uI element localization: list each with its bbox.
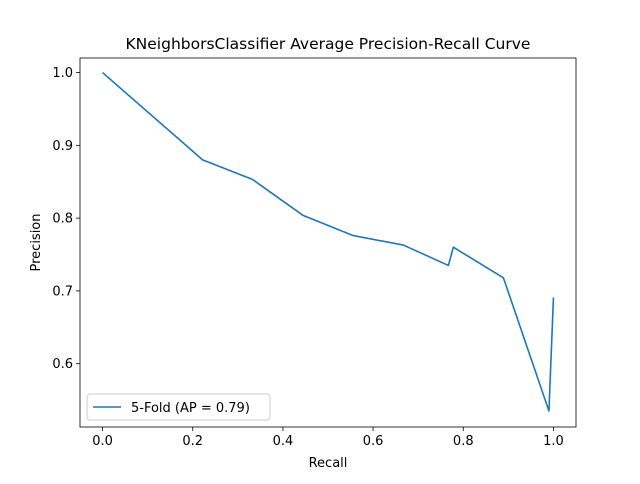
series-line [102,71,555,412]
series-layer [102,71,555,412]
x-tick-label: 0.0 [92,434,113,449]
y-tick-label: 0.6 [52,357,73,372]
y-tick-label: 0.9 [52,139,73,154]
legend-label: 5-Fold (AP = 0.79) [131,401,250,416]
x-tick-label: 0.2 [182,434,203,449]
chart-title: KNeighborsClassifier Average Precision-R… [126,35,531,53]
x-axis-label: Recall [309,456,348,471]
y-tick-label: 0.8 [52,212,73,227]
y-tick-label: 0.7 [52,284,73,299]
legend-box [86,393,271,421]
x-tick-label: 0.6 [363,434,384,449]
plot-frame [79,57,577,428]
x-axis-ticks: 0.0 0.2 0.4 0.6 0.8 1.0 [92,427,564,449]
x-tick-label: 0.4 [273,434,294,449]
x-tick-label: 1.0 [543,434,564,449]
y-tick-label: 1.0 [52,66,73,81]
legend: 5-Fold (AP = 0.79) [86,393,271,421]
y-axis-ticks: 0.6 0.7 0.8 0.9 1.0 [52,66,80,372]
plot-area [80,58,576,427]
x-tick-label: 0.8 [453,434,474,449]
y-axis-label: Precision [29,213,44,271]
